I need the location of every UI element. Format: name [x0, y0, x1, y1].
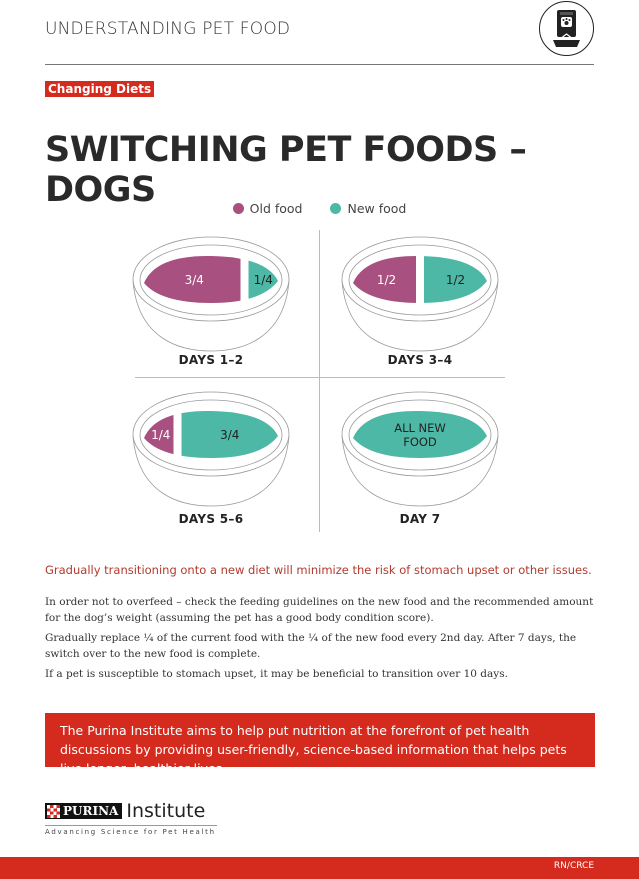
old-food-label: 3/4 — [185, 273, 204, 287]
new-food-label: 1/2 — [446, 273, 465, 287]
bowl-day-label: DAYS 5–6 — [178, 512, 244, 526]
old-food-swatch — [232, 203, 244, 214]
new-food-swatch — [330, 203, 342, 214]
new-food-label: 3/4 — [220, 428, 239, 442]
bowl-day-label: DAY 7 — [399, 512, 441, 526]
checkerboard-icon — [47, 805, 60, 818]
new-food-label: 1/4 — [254, 273, 273, 287]
header-title: UNDERSTANDING PET FOOD — [45, 19, 291, 39]
paragraph: If a pet is susceptible to stomach upset… — [45, 668, 508, 680]
legend-item-new: New food — [330, 201, 406, 216]
legend-label: Old food — [249, 201, 303, 216]
footer-code: RN/CRCE — [553, 861, 594, 871]
quadrant-divider-horizontal — [135, 377, 505, 378]
old-food-portion — [144, 255, 241, 304]
logo-name: Institute — [126, 800, 206, 822]
mission-banner: The Purina Institute aims to help put nu… — [45, 713, 595, 776]
category-tag: Changing Diets — [45, 81, 155, 97]
bowl-day-label: DAYS 1–2 — [178, 353, 244, 367]
bowl: 1/2 1/2 — [335, 235, 505, 355]
paragraph: In order not to overfeed – check the fee… — [45, 596, 594, 624]
intro-text: Gradually transitioning onto a new diet … — [45, 563, 592, 577]
new-food-portion — [353, 410, 487, 459]
bowl-day-label: DAYS 3–4 — [387, 353, 453, 367]
quadrant-divider-vertical — [319, 230, 320, 532]
header-divider — [45, 64, 594, 65]
purina-logo: PURINA Institute — [45, 800, 205, 822]
legend-label: New food — [347, 201, 407, 216]
legend-item-old: Old food — [232, 201, 303, 216]
bowl: 1/4 3/4 — [126, 390, 296, 510]
purina-wordmark: PURINA — [45, 803, 123, 819]
footer-bar — [0, 857, 639, 879]
legend: Old food New food — [0, 201, 639, 217]
old-food-label: 1/2 — [377, 273, 396, 287]
old-food-label: 1/4 — [151, 428, 170, 442]
bowl: ALL NEW FOOD — [335, 390, 505, 510]
new-food-label: ALL NEW FOOD — [394, 421, 446, 449]
bowl: 3/4 1/4 — [126, 235, 296, 355]
pet-food-bag-icon — [539, 1, 594, 56]
page-title: SWITCHING PET FOODS – DOGS — [45, 130, 527, 210]
new-food-portion — [181, 410, 278, 459]
logo-brand: PURINA — [63, 804, 119, 818]
logo-tagline: Advancing Science for Pet Health — [45, 825, 217, 836]
paragraph: Gradually replace ¼ of the current food … — [45, 632, 577, 660]
